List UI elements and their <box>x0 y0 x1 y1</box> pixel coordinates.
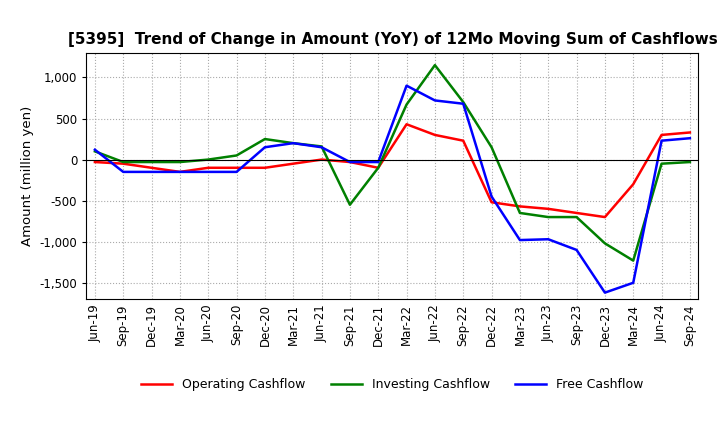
Investing Cashflow <box>119 159 127 165</box>
Free Cashflow <box>431 98 439 103</box>
Investing Cashflow <box>148 159 156 165</box>
Investing Cashflow <box>318 144 326 149</box>
Free Cashflow <box>516 238 524 243</box>
Free Cashflow <box>289 140 297 146</box>
Free Cashflow <box>544 237 552 242</box>
Investing Cashflow <box>346 202 354 207</box>
Operating Cashflow <box>544 206 552 212</box>
Operating Cashflow <box>459 138 467 143</box>
Operating Cashflow <box>402 121 411 127</box>
Investing Cashflow <box>91 149 99 154</box>
Investing Cashflow <box>487 145 496 150</box>
Investing Cashflow <box>233 153 241 158</box>
Investing Cashflow <box>289 140 297 146</box>
Operating Cashflow <box>685 130 694 135</box>
Operating Cashflow <box>148 165 156 170</box>
Investing Cashflow <box>431 62 439 68</box>
Investing Cashflow <box>685 159 694 165</box>
Operating Cashflow <box>176 169 184 175</box>
Line: Investing Cashflow: Investing Cashflow <box>95 65 690 260</box>
Free Cashflow <box>346 159 354 165</box>
Investing Cashflow <box>261 136 269 142</box>
Free Cashflow <box>459 101 467 106</box>
Free Cashflow <box>685 136 694 141</box>
Investing Cashflow <box>572 214 581 220</box>
Operating Cashflow <box>233 165 241 170</box>
Investing Cashflow <box>459 99 467 105</box>
Operating Cashflow <box>289 161 297 166</box>
Operating Cashflow <box>119 161 127 166</box>
Free Cashflow <box>402 83 411 88</box>
Free Cashflow <box>91 147 99 152</box>
Investing Cashflow <box>402 102 411 107</box>
Operating Cashflow <box>572 210 581 216</box>
Title: [5395]  Trend of Change in Amount (YoY) of 12Mo Moving Sum of Cashflows: [5395] Trend of Change in Amount (YoY) o… <box>68 33 717 48</box>
Free Cashflow <box>148 169 156 175</box>
Operating Cashflow <box>600 214 609 220</box>
Line: Free Cashflow: Free Cashflow <box>95 86 690 293</box>
Investing Cashflow <box>544 214 552 220</box>
Investing Cashflow <box>600 241 609 246</box>
Free Cashflow <box>119 169 127 175</box>
Operating Cashflow <box>629 182 637 187</box>
Operating Cashflow <box>431 132 439 138</box>
Investing Cashflow <box>629 258 637 263</box>
Free Cashflow <box>487 194 496 199</box>
Operating Cashflow <box>516 204 524 209</box>
Operating Cashflow <box>657 132 666 138</box>
Operating Cashflow <box>261 165 269 170</box>
Investing Cashflow <box>176 159 184 165</box>
Investing Cashflow <box>657 161 666 166</box>
Free Cashflow <box>261 145 269 150</box>
Free Cashflow <box>657 138 666 143</box>
Operating Cashflow <box>487 200 496 205</box>
Y-axis label: Amount (million yen): Amount (million yen) <box>21 106 34 246</box>
Free Cashflow <box>572 247 581 253</box>
Free Cashflow <box>176 169 184 175</box>
Free Cashflow <box>233 169 241 175</box>
Free Cashflow <box>318 145 326 150</box>
Legend: Operating Cashflow, Investing Cashflow, Free Cashflow: Operating Cashflow, Investing Cashflow, … <box>136 374 649 396</box>
Free Cashflow <box>600 290 609 295</box>
Operating Cashflow <box>318 157 326 162</box>
Line: Operating Cashflow: Operating Cashflow <box>95 124 690 217</box>
Free Cashflow <box>629 280 637 286</box>
Operating Cashflow <box>204 165 212 170</box>
Operating Cashflow <box>374 165 382 170</box>
Investing Cashflow <box>374 165 382 170</box>
Free Cashflow <box>204 169 212 175</box>
Operating Cashflow <box>346 159 354 165</box>
Free Cashflow <box>374 159 382 165</box>
Investing Cashflow <box>204 157 212 162</box>
Operating Cashflow <box>91 159 99 165</box>
Investing Cashflow <box>516 210 524 216</box>
